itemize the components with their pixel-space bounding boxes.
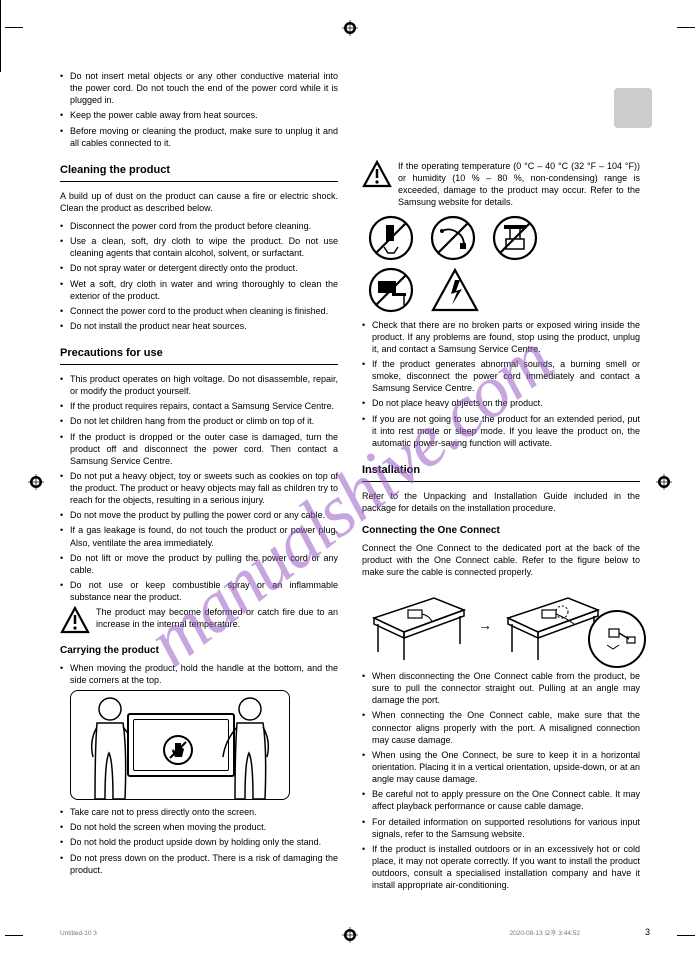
cleaning-list: Disconnect the power cord from the produ…: [60, 220, 338, 332]
list-item: If the product is installed outdoors or …: [362, 843, 640, 892]
list-item: Before moving or cleaning the product, m…: [60, 125, 338, 149]
hv-bullet-list: Check that there are no broken parts or …: [362, 319, 640, 449]
crop-mark-bottom-left-h: [5, 935, 23, 936]
precautions-list: This product operates on high voltage. D…: [60, 373, 338, 603]
install-intro: Refer to the Unpacking and Installation …: [362, 490, 640, 514]
no-touch-screen-icon: [163, 735, 193, 765]
list-item: Do not use or keep combustible spray or …: [60, 579, 338, 603]
warning-row-2: If the operating temperature (0 °C – 40 …: [362, 160, 640, 209]
list-item: When connecting the One Connect cable, m…: [362, 709, 640, 745]
list-item: Do not put a heavy object, toy or sweets…: [60, 470, 338, 506]
list-item: Connect the power cord to the product wh…: [60, 305, 338, 317]
list-item: Do not install the product near heat sou…: [60, 320, 338, 332]
list-item: This product operates on high voltage. D…: [60, 373, 338, 397]
carry-illustration: [70, 690, 290, 800]
connector-zoom-icon: [588, 610, 646, 668]
top-bullet-list: Do not insert metal objects or any other…: [60, 70, 338, 149]
list-item: When using the One Connect, be sure to k…: [362, 749, 640, 785]
no-battery-disposal-icon: [368, 215, 414, 261]
list-item: When disconnecting the One Connect cable…: [362, 670, 640, 706]
crop-mark-bottom-right-h: [677, 935, 695, 936]
list-item: Do not move the product by pulling the p…: [60, 509, 338, 521]
person-right-icon: [215, 691, 285, 799]
list-item: Be careful not to apply pressure on the …: [362, 788, 640, 812]
page-content: Do not insert metal objects or any other…: [60, 70, 640, 893]
no-cable-pull-icon: [430, 215, 476, 261]
precautions-section-title: Precautions for use: [60, 346, 338, 365]
page-number: 3: [645, 927, 650, 937]
registration-mark-left-icon: [28, 474, 44, 490]
list-item: If the product generates abnormal sounds…: [362, 358, 640, 394]
carry-list-bottom: Take care not to press directly onto the…: [60, 806, 338, 876]
list-item: Do not spray water or detergent directly…: [60, 262, 338, 274]
no-table-edge-icon: [368, 267, 414, 313]
list-item: Keep the power cable away from heat sour…: [60, 109, 338, 121]
high-voltage-warning-icon: [430, 267, 480, 313]
right-column: If the operating temperature (0 °C – 40 …: [362, 70, 640, 893]
install-text: Connect the One Connect to the dedicated…: [362, 542, 640, 578]
registration-mark-top-icon: [342, 20, 358, 36]
carry-subheading: Carrying the product: [60, 644, 338, 658]
warning-triangle-icon: [60, 606, 90, 634]
warning-row-1: The product may become deformed or catch…: [60, 606, 338, 634]
footer-right-text: 2020-08-13 오후 3:44:52: [509, 927, 580, 937]
carry-list-top: When moving the product, hold the handle…: [60, 662, 338, 686]
list-item: Use a clean, soft, dry cloth to wipe the…: [60, 235, 338, 259]
list-item: For detailed information on supported re…: [362, 816, 640, 840]
list-item: If a gas leakage is found, do not touch …: [60, 524, 338, 548]
prohibit-icon-row-1: [368, 215, 640, 261]
list-item: Do not lift or move the product by pulli…: [60, 552, 338, 576]
registration-mark-bottom-icon: [342, 927, 358, 943]
crop-mark-top-right: [0, 18, 1, 36]
list-item: Do not insert metal objects or any other…: [60, 70, 338, 106]
crop-mark-bottom-right: [0, 54, 1, 72]
list-item: Do not hold the screen when moving the p…: [60, 821, 338, 833]
arrow-right-icon: →: [478, 616, 492, 635]
left-column: Do not insert metal objects or any other…: [60, 70, 338, 893]
list-item: Do not press down on the product. There …: [60, 852, 338, 876]
list-item: Do not let children hang from the produc…: [60, 415, 338, 427]
table-illustration-row: →: [364, 588, 640, 662]
no-ceiling-hang-icon: [492, 215, 538, 261]
cleaning-intro: A build up of dust on the product can ca…: [60, 190, 338, 214]
list-item: If the product requires repairs, contact…: [60, 400, 338, 412]
registration-mark-right-icon: [656, 474, 672, 490]
crop-mark-top-right-h: [677, 27, 695, 28]
warning-text-2: If the operating temperature (0 °C – 40 …: [398, 160, 640, 209]
table-left-icon: [364, 588, 472, 662]
crop-mark-bottom-left: [0, 36, 1, 54]
list-item: If the product is dropped or the outer c…: [60, 431, 338, 467]
list-item: Wet a soft, dry cloth in water and wring…: [60, 278, 338, 302]
list-item: Take care not to press directly onto the…: [60, 806, 338, 818]
cleaning-section-title: Cleaning the product: [60, 163, 338, 182]
install-bullet-list: When disconnecting the One Connect cable…: [362, 670, 640, 891]
list-item: Check that there are no broken parts or …: [362, 319, 640, 355]
list-item: If you are not going to use the product …: [362, 413, 640, 449]
footer-left-text: Untitled-10 3: [60, 930, 97, 937]
warning-triangle-icon: [362, 160, 392, 188]
list-item: Do not hold the product upside down by h…: [60, 836, 338, 848]
warning-text-1: The product may become deformed or catch…: [96, 606, 338, 630]
list-item: Do not place heavy objects on the produc…: [362, 397, 640, 409]
crop-mark-top-left: [0, 0, 1, 18]
list-item: Disconnect the power cord from the produ…: [60, 220, 338, 232]
list-item: When moving the product, hold the handle…: [60, 662, 338, 686]
install-subheading: Connecting the One Connect: [362, 524, 640, 538]
installation-section-title: Installation: [362, 463, 640, 482]
prohibit-icon-row-2: [368, 267, 640, 313]
crop-mark-top-left-h: [5, 27, 23, 28]
